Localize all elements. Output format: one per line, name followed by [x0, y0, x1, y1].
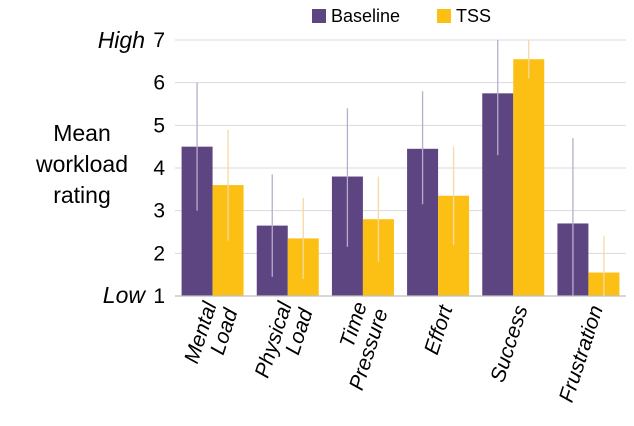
x-category-label-line: Effort	[420, 301, 458, 357]
y-tick-labels: 1 2 3 4 5 6 7	[153, 29, 165, 308]
x-category-label: Effort	[420, 301, 458, 357]
x-category-label: Frustration	[555, 303, 608, 406]
gridlines	[175, 39, 626, 254]
y-anchor-low: Low	[103, 282, 147, 308]
y-axis-title-line: Mean	[53, 120, 111, 146]
legend: Baseline TSS	[312, 6, 491, 26]
y-anchor-high: High	[98, 27, 145, 53]
y-tick-label: 2	[153, 242, 165, 265]
x-category-label: Success	[486, 302, 533, 385]
legend-label-tss: TSS	[456, 6, 491, 26]
y-axis-title-line: workload	[35, 151, 128, 177]
y-axis-title: Mean workload rating	[35, 120, 128, 208]
x-category-label-line: Success	[486, 302, 533, 385]
y-tick-label: 6	[153, 72, 165, 95]
error-bars	[196, 40, 605, 296]
x-category-label-line: Frustration	[555, 303, 608, 406]
y-axis-title-line: rating	[53, 182, 111, 208]
legend-swatch-tss	[437, 9, 451, 23]
bars	[181, 59, 620, 297]
y-tick-label: 7	[153, 29, 165, 52]
legend-swatch-baseline	[312, 9, 326, 23]
y-tick-label: 4	[153, 157, 165, 180]
y-tick-label: 1	[153, 285, 165, 308]
y-tick-label: 5	[153, 114, 165, 137]
bar-tss	[513, 59, 545, 297]
y-tick-label: 3	[153, 200, 165, 223]
legend-label-baseline: Baseline	[331, 6, 400, 26]
